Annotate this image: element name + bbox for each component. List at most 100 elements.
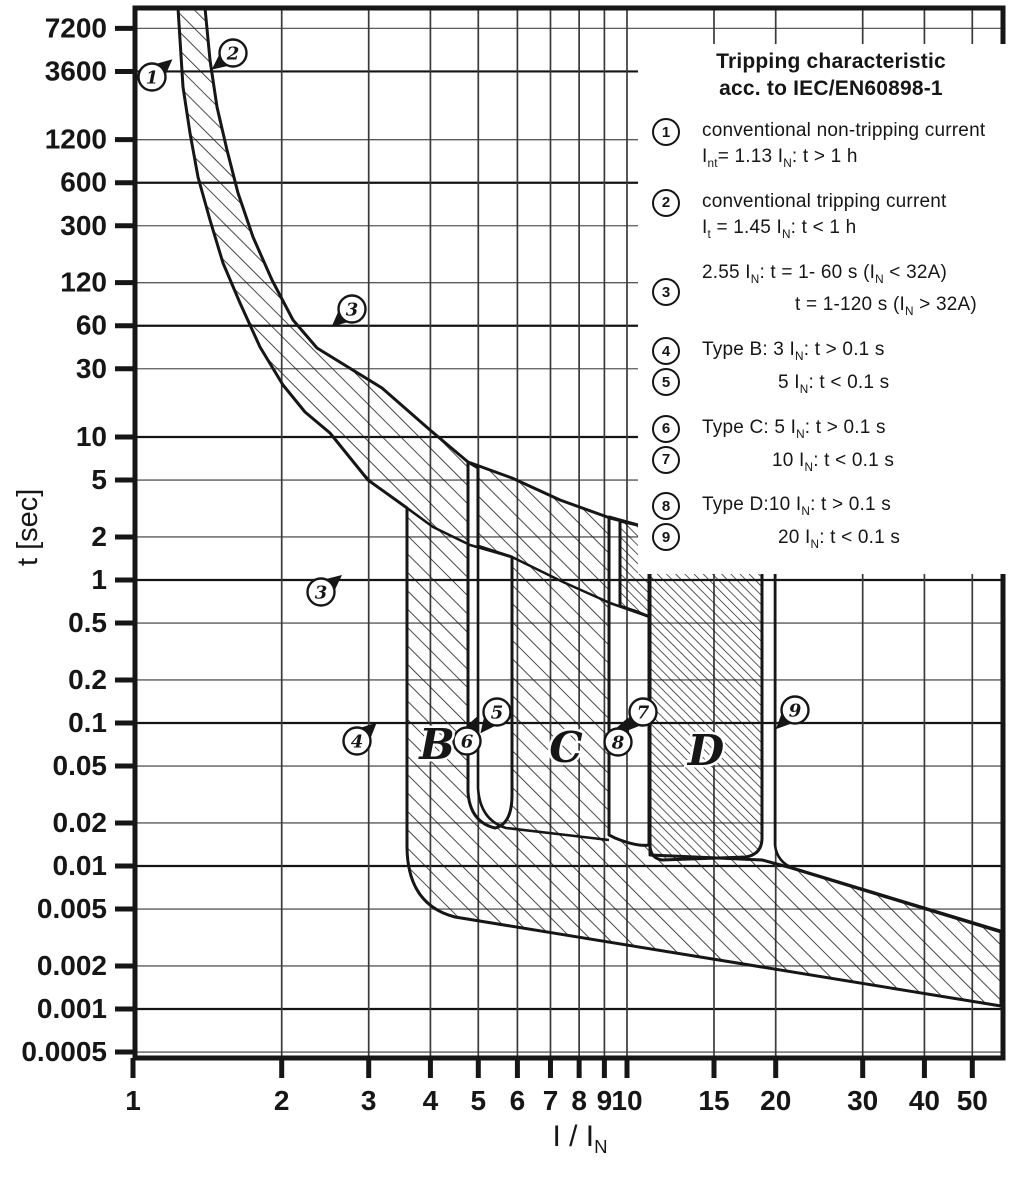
marker-circle-9 <box>780 695 810 725</box>
legend-number-circle-7: 7 <box>652 445 680 474</box>
legend-item-text: conventional tripping current It = 1.45 I… <box>702 189 1010 248</box>
legend-number-circle-4: 4 <box>652 337 680 366</box>
lower-limit-curve <box>406 506 651 619</box>
y-tick-label: 1200 <box>45 124 107 155</box>
legend-text-line: conventional tripping current <box>702 190 947 212</box>
x-tick-label: 10 <box>611 1085 642 1116</box>
marker-circle-5 <box>482 697 512 727</box>
x-tick-label: 6 <box>510 1085 526 1116</box>
y-tick-label: 60 <box>76 310 107 341</box>
y-axis-title: t [sec] <box>12 488 44 566</box>
marker-number-9: 9 <box>789 701 802 722</box>
x-tick-label: 2 <box>274 1085 290 1116</box>
y-tick-label: 0.001 <box>37 993 107 1024</box>
x-tick-label: 40 <box>909 1085 940 1116</box>
legend-item: 8 9 Type D:10 IN: t > 0.1 s 20 IN: t < 0.1 … <box>652 492 1010 558</box>
legend-title-line2: acc. to IEC/EN60898-1 <box>719 77 943 100</box>
y-tick-label: 0.005 <box>37 893 107 924</box>
legend-text-line: Type D:10 IN: t > 0.1 s <box>702 494 891 519</box>
type-d-upper-limit-line <box>761 549 1002 933</box>
legend-number-circle-3: 3 <box>652 278 680 307</box>
legend-text-line: Type B: 3 IN: t > 0.1 s <box>702 339 885 363</box>
legend-text-line: Int= 1.13 IN: t > 1 h <box>702 146 858 170</box>
legend-item-numbers: 3 <box>652 260 702 326</box>
y-tick-label: 10 <box>76 421 107 452</box>
legend-item: 3 2.55 IN: t = 1- 60 s (IN < 32A) t = 1-12… <box>652 260 1010 326</box>
x-tick-label: 50 <box>957 1085 988 1116</box>
characteristic-bands <box>176 6 1003 1008</box>
marker-circle-8 <box>603 727 633 757</box>
x-tick-label: 8 <box>571 1085 587 1116</box>
legend-number-circle-1: 1 <box>652 118 680 146</box>
legend-text-line: 10 IN: t < 0.1 s <box>772 449 895 474</box>
y-tick-label: 300 <box>60 210 107 241</box>
y-tick-label: 120 <box>60 267 107 298</box>
y-tick-label: 3600 <box>45 55 107 86</box>
y-tick-label: 0.02 <box>53 807 108 838</box>
legend-item-text: Type D:10 IN: t > 0.1 s 20 IN: t < 0.1 s <box>702 492 1010 558</box>
legend-text-line: 2.55 IN: t = 1- 60 s (IN < 32A) <box>702 261 948 286</box>
legend-item-text: Type B: 3 IN: t > 0.1 s 5 IN: t < 0.1 s <box>702 337 1010 403</box>
legend-box: Tripping characteristic acc. to IEC/EN60… <box>638 44 1010 574</box>
x-tick-label: 20 <box>760 1085 791 1116</box>
legend-item-text: Type C: 5 IN: t > 0.1 s 10 IN: t < 0.1 s <box>702 415 1010 481</box>
y-tick-label: 0.05 <box>53 750 108 781</box>
legend-item: 6 7 Type C: 5 IN: t > 0.1 s 10 IN: t < 0.1 … <box>652 414 1010 481</box>
marker-number-2: 2 <box>226 44 240 65</box>
legend-item-numbers: 2 <box>652 188 702 248</box>
marker-number-3: 3 <box>315 583 328 604</box>
x-tick-label: 5 <box>471 1085 487 1116</box>
x-tick-label: 7 <box>543 1085 559 1116</box>
legend-title-line1: Tripping characteristic <box>716 50 946 73</box>
marker-number-6: 6 <box>461 732 474 753</box>
y-tick-label: 600 <box>60 167 107 198</box>
marker-number-4: 4 <box>351 732 364 753</box>
region-label-C: C <box>549 723 583 772</box>
x-tick-label: 4 <box>423 1085 439 1116</box>
region-label-D: D <box>687 726 725 775</box>
marker-number-8: 8 <box>611 733 625 754</box>
legend-item: 1 conventional non-tripping current Int= 1… <box>652 118 1010 177</box>
legend-number-circle-9: 9 <box>652 523 680 552</box>
marker-circle-6 <box>452 726 482 756</box>
marker-circle-4 <box>342 726 372 756</box>
marker-number-3: 3 <box>346 300 359 321</box>
legend-text-line: 5 IN: t < 0.1 s <box>778 371 890 396</box>
marker-number-5: 5 <box>491 703 504 724</box>
x-tick-label: 15 <box>698 1085 729 1116</box>
legend-number-circle-5: 5 <box>652 368 680 397</box>
marker-circle-3 <box>306 577 336 607</box>
legend-text-line: t = 1-120 s (IN > 32A) <box>795 294 977 319</box>
x-tick-label: 1 <box>125 1085 141 1116</box>
type-b-upper-limit-line <box>476 468 610 842</box>
tripping-band-region <box>176 6 1003 1008</box>
region-label-B: B <box>418 720 455 769</box>
legend-number-circle-2: 2 <box>652 188 680 217</box>
legend-items: 1 conventional non-tripping current Int= 1… <box>652 118 1010 558</box>
marker-circle-7 <box>628 697 658 727</box>
x-tick-label: 30 <box>847 1085 878 1116</box>
y-tick-label: 30 <box>76 353 107 384</box>
legend-item-text: conventional non-tripping current Int= 1.… <box>702 118 1010 177</box>
x-axis-title: I / IN <box>552 1120 608 1157</box>
y-tick-label: 2 <box>91 521 107 552</box>
marker-number-7: 7 <box>637 703 650 724</box>
marker-circle-2 <box>218 38 248 68</box>
marker-circle-1 <box>137 62 167 92</box>
legend-text-line: It = 1.45 IN: t < 1 h <box>702 216 857 241</box>
legend-item: 2 conventional tripping current It = 1.45 … <box>652 188 1010 248</box>
legend-number-circle-6: 6 <box>652 414 680 443</box>
y-tick-label: 0.0005 <box>21 1036 107 1067</box>
legend-text-line: Type C: 5 IN: t > 0.1 s <box>702 416 886 441</box>
y-tick-label: 5 <box>91 464 107 495</box>
y-tick-label: 0.2 <box>68 664 107 695</box>
x-tick-label: 9 <box>597 1085 613 1116</box>
marker-circle-3 <box>337 294 367 324</box>
y-tick-label: 1 <box>91 564 107 595</box>
